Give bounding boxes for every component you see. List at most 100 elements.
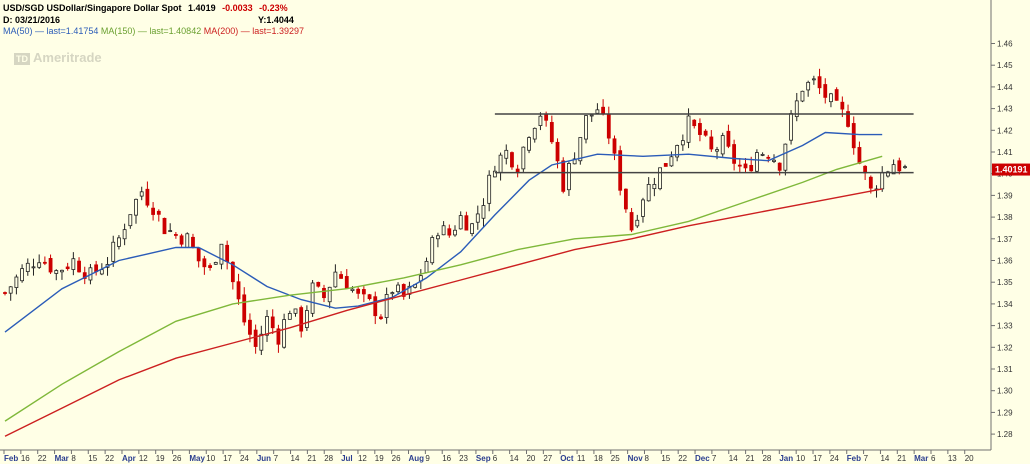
- price-tick-label: 1.34: [997, 300, 1013, 309]
- candle-body: [760, 154, 765, 156]
- candle-body: [77, 260, 81, 273]
- candle: [14, 274, 19, 295]
- candle-body: [544, 114, 549, 121]
- time-tick-label: 21: [897, 454, 906, 463]
- candle: [333, 264, 338, 288]
- candle: [538, 112, 543, 131]
- price-tick-label: 1.35: [997, 278, 1013, 287]
- candle-body: [259, 333, 264, 351]
- candle-body: [743, 163, 748, 169]
- candle-body: [846, 111, 850, 127]
- ma150-legend-last: last=1.40842: [149, 26, 202, 36]
- candle-body: [82, 272, 87, 279]
- candle: [65, 262, 70, 271]
- ma200-legend-name: MA(200): [203, 26, 239, 36]
- candle-body: [720, 135, 725, 155]
- candle: [48, 254, 53, 275]
- candle-body: [265, 316, 269, 336]
- candle-body: [173, 234, 178, 236]
- time-tick-label: 20: [526, 454, 535, 463]
- horizontal-levels[interactable]: [494, 113, 914, 174]
- candle-body: [498, 154, 503, 173]
- candle-body: [71, 258, 76, 270]
- candle-body: [510, 152, 514, 168]
- ameritrade-watermark: TD Ameritrade: [14, 50, 102, 65]
- candle-body: [145, 188, 150, 206]
- candle: [504, 144, 509, 165]
- candle: [851, 116, 856, 155]
- candle: [31, 258, 36, 276]
- ma50-legend-swatch: —: [35, 26, 45, 36]
- price-change: -0.0033: [222, 3, 253, 13]
- candle: [430, 235, 435, 265]
- candle-body: [333, 271, 338, 288]
- candle: [361, 286, 366, 303]
- time-tick-label: Jun: [257, 454, 271, 463]
- candle-body: [185, 233, 190, 248]
- candle-body: [749, 164, 754, 172]
- price-tick-label: 1.32: [997, 343, 1013, 352]
- time-tick-label: 21: [746, 454, 755, 463]
- candle-body: [236, 281, 241, 300]
- time-tick-label: Dec: [695, 454, 710, 463]
- candle-body: [447, 228, 452, 236]
- candle-body: [646, 184, 651, 202]
- candle-body: [754, 152, 759, 172]
- candle-body: [191, 236, 195, 248]
- candle-body: [829, 93, 833, 103]
- candle-body: [538, 115, 543, 126]
- candle: [891, 159, 896, 175]
- candle-body: [202, 258, 207, 268]
- candle: [641, 197, 645, 223]
- candle: [629, 207, 634, 233]
- candle-body: [310, 282, 315, 314]
- time-tick-label: Apr: [122, 454, 136, 463]
- candle-body: [350, 288, 355, 291]
- candle-body: [623, 188, 628, 210]
- candle: [846, 104, 850, 128]
- candle: [208, 263, 212, 271]
- candle: [754, 149, 759, 173]
- candle-body: [208, 265, 212, 268]
- time-tick-label: 19: [156, 454, 165, 463]
- candle: [299, 305, 304, 338]
- time-tick-label: 14: [510, 454, 519, 463]
- candle-body: [134, 198, 138, 216]
- candle-body: [532, 127, 537, 140]
- candle: [396, 282, 400, 295]
- candle: [156, 209, 161, 222]
- candle-body: [179, 235, 184, 245]
- candle-body: [777, 162, 782, 171]
- candle-body: [766, 156, 771, 159]
- price-axis: 1.461.451.441.431.421.411.401.391.381.37…: [991, 40, 1013, 439]
- candle-body: [669, 156, 674, 167]
- candle-body: [282, 319, 287, 348]
- candle: [817, 68, 822, 95]
- last-price-badge-bg: [992, 163, 1030, 176]
- candle-body: [561, 160, 566, 192]
- candle: [265, 309, 269, 342]
- candle: [783, 143, 788, 176]
- candle: [475, 205, 480, 230]
- ma150-legend-swatch: —: [137, 26, 147, 36]
- candle-body: [549, 122, 554, 143]
- candle-body: [641, 199, 645, 217]
- candle-body: [492, 170, 497, 178]
- candle-body: [840, 101, 845, 110]
- candle-body: [851, 123, 856, 149]
- candle: [692, 119, 697, 129]
- candle-body: [3, 292, 7, 294]
- candle: [532, 127, 537, 143]
- candle-body: [772, 159, 776, 162]
- time-tick-label: 10: [796, 454, 805, 463]
- candle: [25, 258, 30, 276]
- candle-body: [606, 114, 611, 139]
- candle-body: [230, 261, 235, 283]
- candle-body: [709, 136, 714, 150]
- candle-body: [453, 229, 457, 236]
- candle-body: [464, 215, 469, 231]
- candle: [732, 139, 737, 171]
- candle: [589, 114, 594, 122]
- time-tick-label: 24: [240, 454, 249, 463]
